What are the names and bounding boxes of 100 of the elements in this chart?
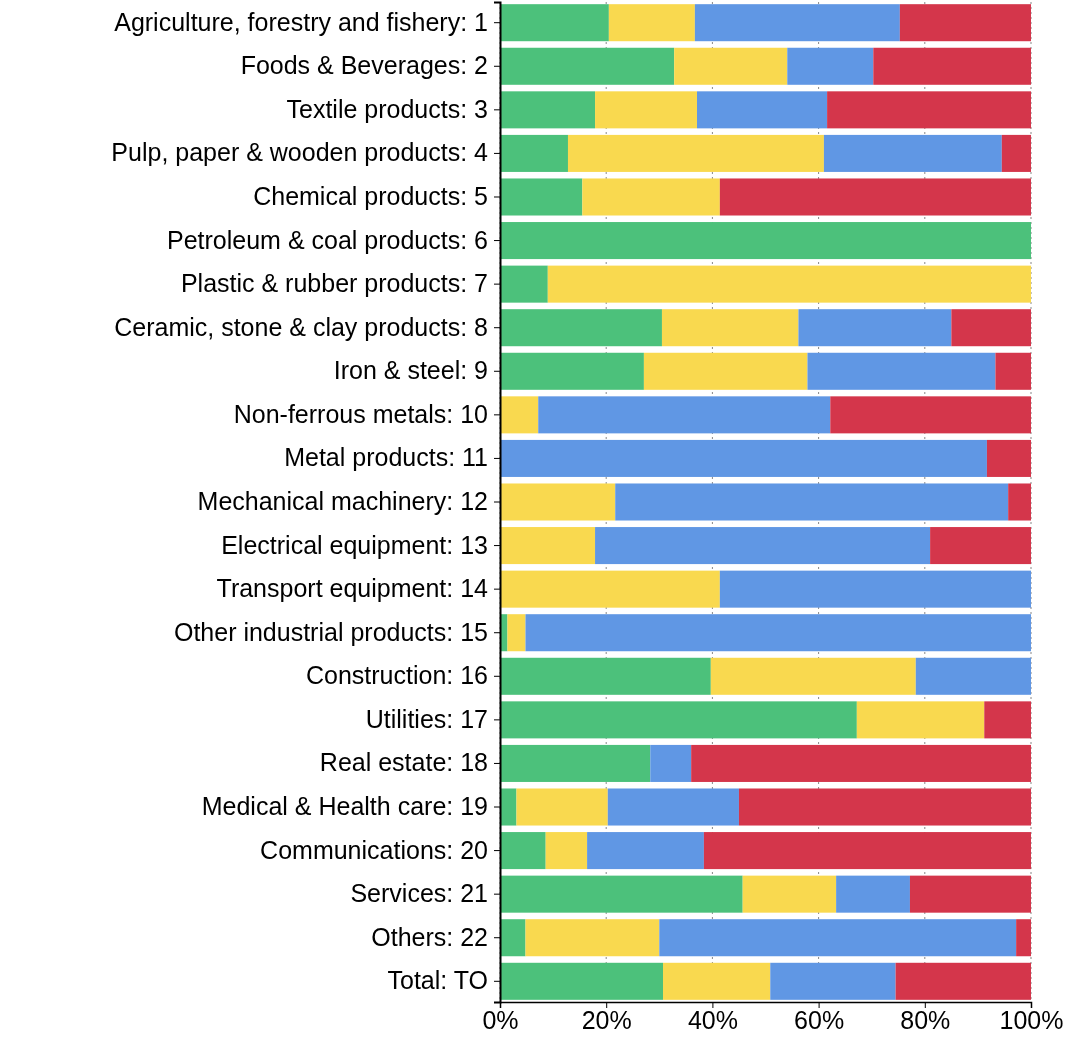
x-tick-label: 60%: [794, 1005, 845, 1034]
bar: [663, 962, 771, 1000]
y-tick-label: Construction: 16: [305, 661, 488, 690]
x-tick-label: 80%: [900, 1005, 951, 1034]
bar: [643, 352, 808, 390]
bar: [608, 4, 695, 42]
bar: [500, 91, 596, 129]
bar: [500, 570, 720, 608]
y-tick-label: Communications: 20: [260, 835, 488, 864]
bar: [500, 962, 664, 1000]
bar: [545, 832, 588, 870]
bar: [873, 47, 1031, 85]
y-tick-label: Ceramic, stone & clay products: 8: [114, 312, 488, 341]
bar: [595, 527, 931, 565]
bar: [986, 439, 1031, 477]
bar: [830, 396, 1031, 434]
bar: [909, 875, 1031, 913]
y-tick-label: Foods & Beverages: 2: [240, 51, 488, 80]
bar: [710, 657, 916, 695]
bar: [823, 134, 1002, 172]
bar: [500, 134, 568, 172]
y-tick-label: Agriculture, forestry and fishery: 1: [114, 7, 488, 36]
y-tick-label: Textile products: 3: [286, 94, 488, 123]
bar: [984, 701, 1031, 739]
bar: [587, 832, 704, 870]
y-tick-label: Petroleum & coal products: 6: [167, 225, 488, 254]
bar: [719, 570, 1031, 608]
bar: [659, 919, 1017, 957]
bar: [525, 919, 660, 957]
bar: [525, 614, 1031, 652]
y-tick-label: Plastic & rubber products: 7: [180, 269, 488, 298]
bar: [500, 4, 609, 42]
bar: [582, 178, 720, 216]
bar: [500, 701, 857, 739]
bar: [691, 744, 1031, 782]
bar: [650, 744, 692, 782]
bar: [500, 832, 546, 870]
bar: [856, 701, 985, 739]
bar: [567, 134, 824, 172]
bar: [500, 352, 644, 390]
bar: [742, 875, 837, 913]
y-tick-label: Real estate: 18: [319, 748, 488, 777]
bar: [607, 788, 739, 826]
bar: [500, 47, 675, 85]
y-tick-label: Services: 21: [350, 879, 488, 908]
bar: [827, 91, 1031, 129]
bar: [507, 614, 526, 652]
x-tick-label: 40%: [687, 1005, 738, 1034]
bar: [697, 91, 828, 129]
bar: [703, 832, 1031, 870]
y-tick-label: Medical & Health care: 19: [201, 792, 488, 821]
bar: [500, 744, 651, 782]
bar: [1016, 919, 1031, 957]
bar: [500, 527, 596, 565]
x-tick-label: 0%: [482, 1005, 519, 1034]
y-tick-label: Transport equipment: 14: [216, 574, 489, 603]
bar: [1008, 483, 1031, 521]
y-tick-label: Metal products: 11: [284, 443, 488, 472]
bar: [719, 178, 1031, 216]
bar: [899, 4, 1031, 42]
bar: [516, 788, 608, 826]
bar: [807, 352, 996, 390]
y-tick-label: Pulp, paper & wooden products: 4: [111, 138, 489, 167]
x-tick-label: 100%: [999, 1005, 1064, 1034]
y-tick-label: Iron & steel: 9: [333, 356, 488, 385]
bar: [500, 875, 743, 913]
bar: [500, 265, 548, 303]
bar: [615, 483, 1009, 521]
y-tick-label: Chemical products: 5: [253, 181, 488, 210]
bar: [951, 309, 1031, 347]
bar: [770, 962, 896, 1000]
y-tick-label: Other industrial products: 15: [173, 617, 488, 646]
bar: [915, 657, 1031, 695]
y-tick-label: Mechanical machinery: 12: [197, 487, 488, 515]
bar: [738, 788, 1031, 826]
y-tick-label: Utilities: 17: [365, 704, 488, 733]
bar: [500, 396, 539, 434]
bar: [694, 4, 900, 42]
y-tick-label: Electrical equipment: 13: [221, 530, 488, 559]
bar: [895, 962, 1031, 1000]
y-tick-label: Total: TO: [387, 966, 488, 995]
bar: [500, 439, 987, 477]
bar: [500, 657, 711, 695]
bar: [547, 265, 1031, 303]
bar: [500, 178, 583, 216]
bar: [995, 352, 1031, 390]
bar: [500, 222, 1031, 260]
bar: [500, 919, 526, 957]
bar: [595, 91, 697, 129]
bar: [500, 483, 616, 521]
bar: [538, 396, 831, 434]
y-tick-label: Others: 22: [371, 922, 488, 951]
bar: [674, 47, 788, 85]
bar: [787, 47, 874, 85]
bar: [661, 309, 799, 347]
bar: [1001, 134, 1031, 172]
x-tick-label: 20%: [581, 1005, 632, 1034]
y-tick-label: Non-ferrous metals: 10: [233, 399, 488, 428]
bar: [500, 309, 662, 347]
bar: [930, 527, 1031, 565]
